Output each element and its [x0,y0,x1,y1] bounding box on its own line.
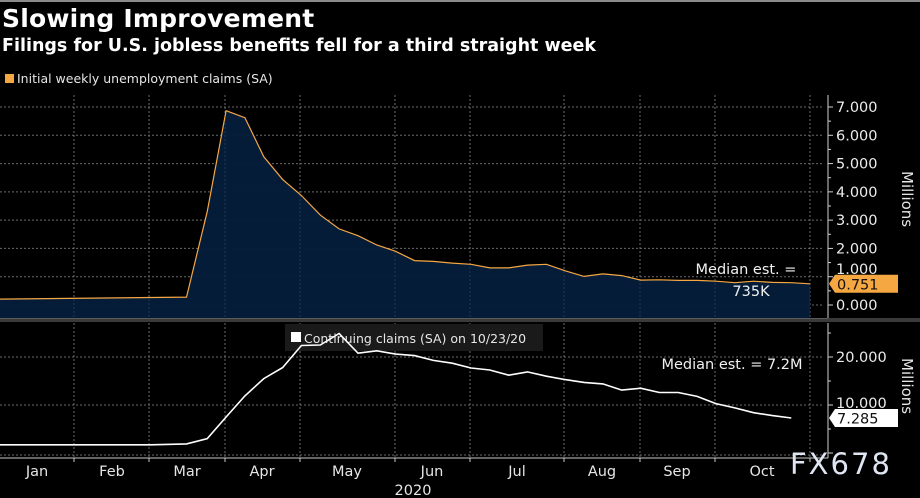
legend-box-continuing [285,324,543,351]
x-tick-label: Jan [25,464,48,480]
x-tick-label: Jul [507,464,526,480]
y-axis-label-bottom: Millions [898,358,916,415]
last-value-tag-top [829,274,898,293]
y-tick-label-top: 1.000 [836,262,878,278]
x-tick-label: Jun [420,464,444,480]
y-tick-label-top: 5.000 [836,157,878,173]
y-tick-label-top: 3.000 [836,213,878,229]
legend-swatch-white [291,332,301,342]
x-tick-label: Oct [749,464,774,480]
last-value-tag-bottom [829,409,898,428]
line-continuing-claims [0,332,792,446]
x-axis-year-label: 2020 [395,483,432,498]
x-tick-label: Sep [663,464,690,480]
annotation-median-bottom: Median est. = 7.2M [661,357,802,373]
bottom-panel-grid [0,323,822,458]
legend-initial-claims: Initial weekly unemployment claims (SA) [5,71,273,86]
panel-separator [0,318,920,322]
legend-label: Initial weekly unemployment claims (SA) [17,71,273,86]
y-axis-label-top: Millions [898,171,916,228]
y-tick-label-top: 6.000 [836,128,878,144]
x-tick-label: Aug [588,464,616,480]
watermark: FX678 [790,447,892,481]
annotation-median-top-line1: Median est. = [696,262,797,278]
last-value-label-top: 0.751 [837,277,879,293]
y-tick-label-bottom: 10.000 [836,396,887,412]
y-tick-label-top: 4.000 [836,185,878,201]
chart-subtitle: Filings for U.S. jobless benefits fell f… [2,36,597,56]
x-tick-label: Mar [173,464,200,480]
panel-separator-line [0,318,828,319]
line-initial-claims [0,109,811,300]
last-value-label-bottom: 7.285 [837,412,879,428]
annotation-median-top-line2: 735K [732,284,770,300]
y-tick-label-top: 2.000 [836,241,878,257]
x-tick-label: May [332,464,362,480]
y-tick-label-top: 0.000 [836,298,878,314]
legend-label-continuing: Continuing claims (SA) on 10/23/20 [304,331,526,346]
top-border [0,0,920,2]
chart-title: Slowing Improvement [2,4,315,33]
area-initial-claims [0,110,811,318]
y-tick-label-top: 7.000 [836,100,878,116]
x-tick-label: Apr [249,464,274,480]
legend-swatch-orange [5,74,14,83]
x-tick-label: Feb [99,464,125,480]
y-tick-label-bottom: 20.000 [836,350,887,366]
